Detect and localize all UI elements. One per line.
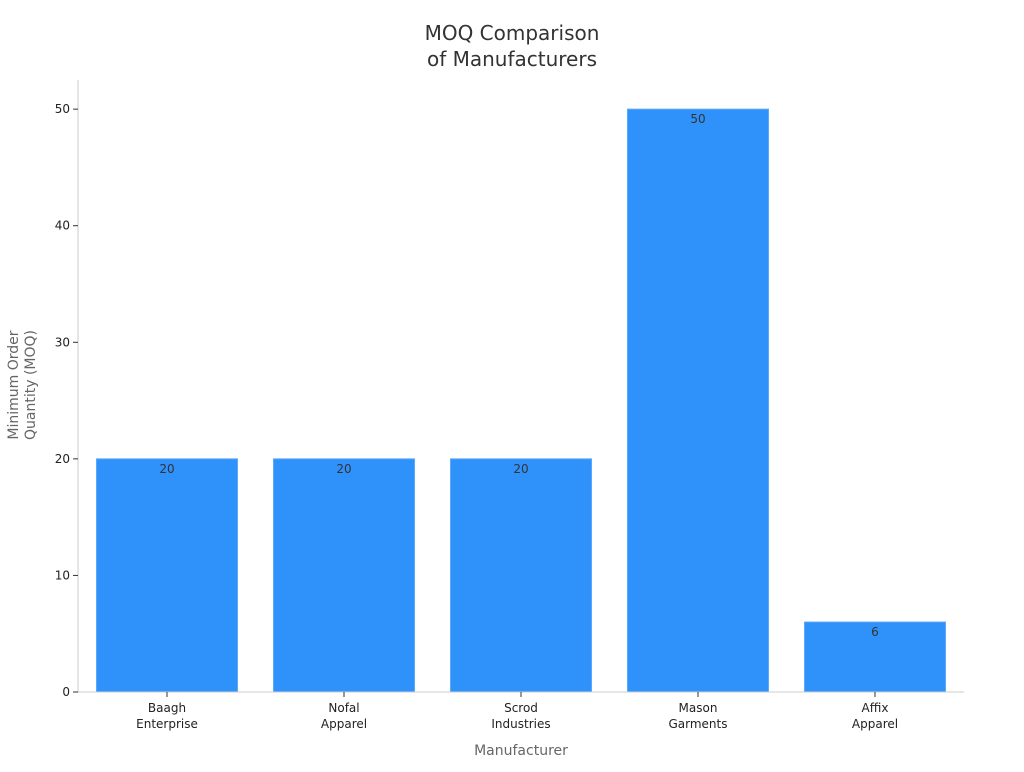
x-tick-label-3-line-0: Mason [679, 701, 718, 715]
bar-4 [804, 621, 946, 693]
y-tick-label-4: 40 [55, 219, 70, 233]
bar-2 [450, 458, 592, 693]
x-tick-label-1-line-1: Apparel [321, 717, 367, 731]
bar-value-label-4: 6 [871, 625, 879, 639]
bar-value-label-3: 50 [690, 112, 705, 126]
chart-title-line-1: MOQ Comparison [425, 21, 600, 45]
bar-value-label-1: 20 [336, 462, 351, 476]
y-tick-label-1: 10 [55, 568, 70, 582]
bar-value-label-0: 20 [159, 462, 174, 476]
x-tick-label-3-line-1: Garments [668, 717, 727, 731]
bar-value-label-2: 20 [513, 462, 528, 476]
y-ticks-group: 0 10 20 30 40 50 [55, 102, 78, 699]
bar-3 [627, 108, 769, 693]
x-tick-label-0-line-1: Enterprise [136, 717, 198, 731]
x-tick-label-2-line-1: Industries [491, 717, 550, 731]
x-tick-label-4-line-1: Apparel [852, 717, 898, 731]
chart-title-line-2: of Manufacturers [427, 47, 597, 71]
x-ticks-group: Baagh Enterprise Nofal Apparel Scrod Industri… [136, 692, 898, 731]
x-tick-label-1-line-0: Nofal [328, 701, 359, 715]
bars-group [96, 108, 946, 693]
x-axis-label: Manufacturer [474, 743, 568, 759]
bar-0 [96, 458, 238, 693]
y-tick-label-3: 30 [55, 335, 70, 349]
y-tick-label-0: 0 [62, 685, 70, 699]
bar-value-labels: 20 20 20 50 6 [159, 112, 878, 639]
y-tick-label-5: 50 [55, 102, 70, 116]
y-tick-label-2: 20 [55, 452, 70, 466]
y-axis-label: Minimum Order Quantity (MOQ) [6, 330, 39, 440]
y-axis-label-line-1: Minimum Order [6, 330, 22, 439]
x-tick-label-4-line-0: Affix [862, 701, 889, 715]
x-tick-label-0-line-0: Baagh [148, 701, 186, 715]
y-axis-label-line-2: Quantity (MOQ) [23, 330, 39, 440]
x-tick-label-2-line-0: Scrod [504, 701, 538, 715]
bar-1 [273, 458, 415, 693]
